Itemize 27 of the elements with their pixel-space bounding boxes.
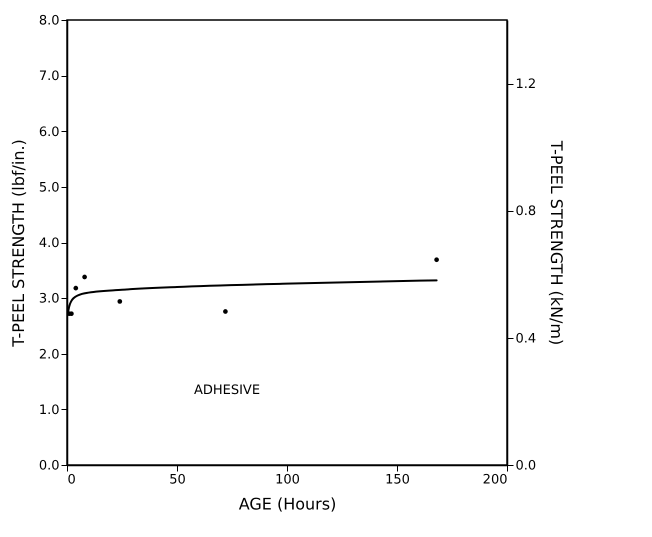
y2-tick-label: 0.8 (516, 204, 536, 220)
y-tick-label: 6.0 (38, 124, 60, 140)
y-tick-label: 2.0 (38, 347, 60, 362)
y-tick-label: 8.0 (38, 14, 60, 28)
y-tick-label: 7.0 (38, 69, 60, 84)
y-tick-label: 1.0 (38, 402, 60, 418)
x-tick-label: 50 (169, 472, 186, 488)
y-tick-label: 5.0 (38, 180, 60, 196)
y-tick-label: 0.0 (38, 458, 60, 474)
point (82, 274, 87, 280)
x-tick-label: 0 (68, 472, 76, 488)
point (223, 309, 228, 314)
y-tick-label: 4.0 (38, 236, 60, 251)
y2-tick-label: 0.4 (516, 331, 536, 346)
point (434, 257, 439, 262)
y-tick-label: 3.0 (38, 292, 60, 307)
y2-tick-label: 0.0 (516, 458, 536, 474)
annotation: ADHESIVE (194, 383, 260, 398)
y-axis-title: T-PEEL STRENGTH (lbf/in.) (8, 139, 28, 348)
x-axis-title: AGE (Hours) (238, 494, 336, 514)
x-tick-label: 200 (482, 472, 508, 488)
point (73, 286, 78, 290)
x-tick-label: 100 (275, 472, 300, 488)
y2-axis-title: T-PEEL STRENGTH (kN/m) (547, 140, 566, 346)
x-tick-label: 150 (385, 472, 410, 488)
point (117, 299, 122, 304)
y2-tick-label: 1.2 (516, 77, 536, 92)
